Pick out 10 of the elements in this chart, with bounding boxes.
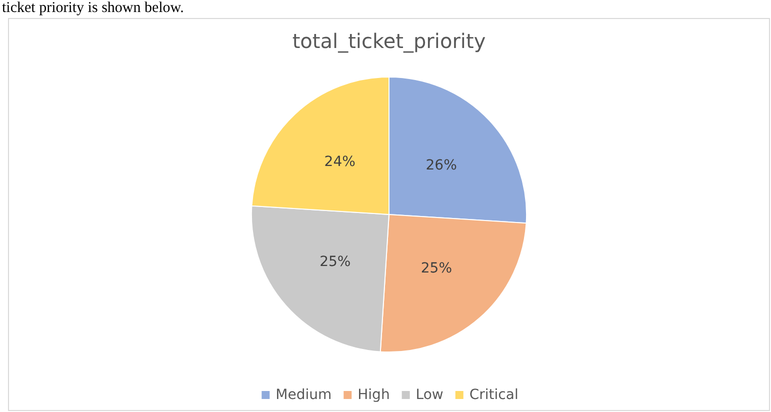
data-label: 26% (426, 157, 457, 174)
legend-label: High (358, 387, 390, 403)
legend-label: Medium (276, 387, 332, 403)
data-label: 25% (320, 254, 351, 270)
data-label: 24% (324, 154, 356, 170)
chart-title: total_ticket_priority (292, 29, 486, 53)
text: ticket priority is shown below. (2, 0, 184, 17)
legend-label: Low (416, 387, 444, 403)
legend-label: Critical (469, 387, 518, 403)
data-label: 25% (420, 260, 452, 276)
